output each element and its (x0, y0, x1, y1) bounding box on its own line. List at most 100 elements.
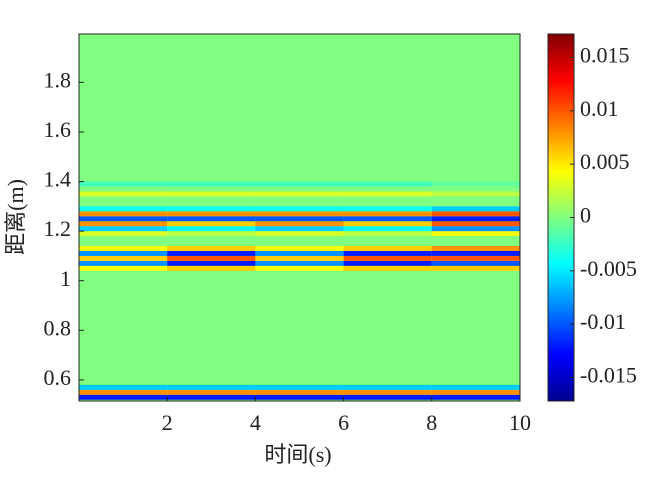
heatmap-cell (167, 216, 256, 222)
heatmap-cell (79, 389, 168, 395)
x-tick-label: 6 (338, 410, 349, 435)
y-tick-label: 1.4 (44, 167, 72, 192)
y-tick-label: 1.8 (44, 67, 72, 92)
heatmap-cell (431, 394, 520, 400)
heatmap-cell (79, 181, 168, 187)
heatmap-cell (255, 226, 344, 232)
heatmap-cell (343, 265, 432, 271)
heatmap-cell (255, 216, 344, 222)
heatmap-cell (167, 250, 256, 256)
heatmap-cell (343, 260, 432, 266)
x-tick-label: 4 (250, 410, 261, 435)
heatmap-cell (431, 250, 520, 256)
y-tick-label: 0.8 (44, 315, 72, 340)
heatmap-cell (167, 394, 256, 400)
heatmap-cell (79, 206, 168, 212)
plot-frame (78, 33, 521, 402)
y-tick-label: 1 (60, 266, 71, 291)
heatmap-cell (79, 250, 168, 256)
heatmap-cell (431, 265, 520, 271)
colorbar (547, 33, 575, 402)
heatmap-cell (343, 226, 432, 232)
heatmap-cell (255, 250, 344, 256)
colorbar-tick-label: -0.005 (580, 256, 637, 281)
heatmap-cell (255, 211, 344, 217)
heatmap-cell (431, 206, 520, 212)
x-tick-label: 2 (162, 410, 173, 435)
heatmap-cell (167, 206, 256, 212)
heatmap-cell (255, 191, 344, 197)
heatmap-cell (431, 384, 520, 390)
y-tick-label: 1.6 (44, 117, 72, 142)
heatmap-cell (255, 246, 344, 251)
heatmap-cell (343, 221, 432, 227)
heatmap-cell (343, 181, 432, 187)
x-tick-label: 8 (426, 410, 437, 435)
heatmap-cell (343, 216, 432, 222)
heatmap-cell (167, 181, 256, 187)
heatmap-cell (79, 394, 168, 400)
heatmap-cell (343, 211, 432, 217)
heatmap-cell (79, 260, 168, 266)
heatmap-cell (343, 255, 432, 261)
x-axis-label: 时间(s) (264, 442, 331, 467)
heatmap-cell (343, 246, 432, 251)
heatmap-cell (343, 384, 432, 390)
heatmap-cell (343, 250, 432, 256)
heatmap-cell (431, 389, 520, 395)
heatmap-cell (255, 389, 344, 395)
heatmap-cell (431, 181, 520, 187)
heatmap-cell (255, 221, 344, 227)
heatmap-cell (255, 255, 344, 261)
colorbar-tick-label: -0.015 (580, 363, 637, 388)
heatmap-cell (255, 384, 344, 390)
heatmap-cell (431, 255, 520, 261)
heatmap-cell (431, 216, 520, 222)
heatmap-cell (431, 260, 520, 266)
heatmap-cell (343, 206, 432, 212)
y-tick-label: 0.6 (44, 365, 72, 390)
heatmap-cell (343, 231, 432, 237)
colorbar-tick-label: 0.005 (580, 149, 630, 174)
heatmap (79, 34, 520, 401)
heatmap-cell (255, 231, 344, 237)
heatmap-cell (167, 255, 256, 261)
heatmap-cell (431, 221, 520, 227)
heatmap-cell (167, 221, 256, 227)
heatmap-cell (431, 246, 520, 251)
heatmap-cell (343, 389, 432, 395)
heatmap-cell (167, 191, 256, 197)
heatmap-cell (79, 221, 168, 227)
heatmap-cell (431, 191, 520, 197)
heatmap-cell (167, 384, 256, 390)
heatmap-cell (167, 389, 256, 395)
heatmap-cell (255, 265, 344, 271)
heatmap-cell (79, 191, 168, 197)
x-tick-label: 10 (509, 410, 531, 435)
y-axis-label: 距离(m) (3, 179, 28, 255)
heatmap-cell (431, 226, 520, 232)
heatmap-cell (255, 394, 344, 400)
heatmap-cell (255, 206, 344, 212)
heatmap-cell (79, 211, 168, 217)
heatmap-cell (255, 260, 344, 266)
heatmap-cell (79, 255, 168, 261)
heatmap-cell (167, 265, 256, 271)
heatmap-cell (167, 260, 256, 266)
heatmap-cell (79, 265, 168, 271)
heatmap-cell (167, 246, 256, 251)
colorbar-tick-label: 0.015 (580, 43, 630, 68)
y-tick-label: 1.2 (44, 216, 72, 241)
heatmap-cell (431, 231, 520, 237)
heatmap-cell (79, 216, 168, 222)
heatmap-cell (431, 211, 520, 217)
heatmap-cell (167, 231, 256, 237)
heatmap-cell (343, 394, 432, 400)
colorbar-tick-label: 0 (580, 203, 591, 228)
heatmap-cell (167, 226, 256, 232)
heatmap-cell (255, 181, 344, 187)
heatmap-cell (79, 246, 168, 251)
heatmap-cell (79, 226, 168, 232)
heatmap-cell (79, 231, 168, 237)
